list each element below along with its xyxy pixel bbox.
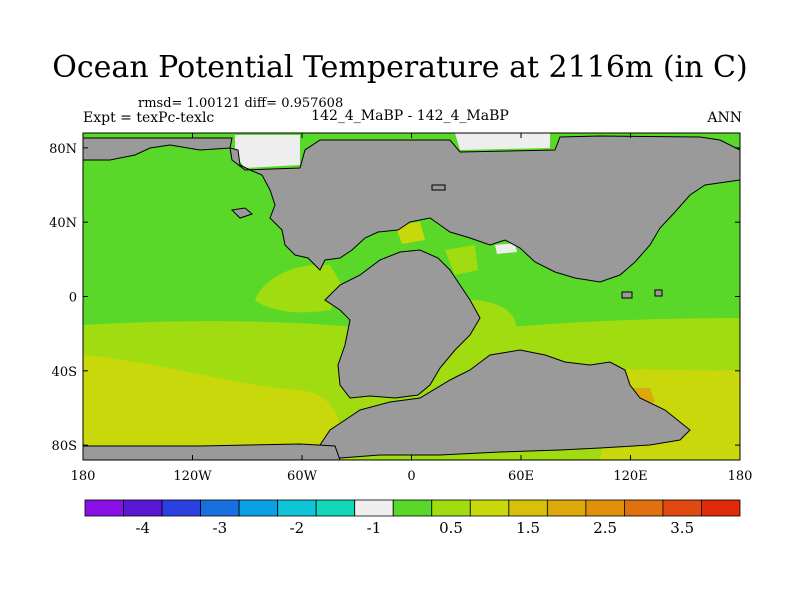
colorbar-label: 3.5 xyxy=(670,519,694,537)
colorbar-swatch xyxy=(315,499,356,517)
colorbar-label: -1 xyxy=(367,519,382,537)
arctic-white-patch-2 xyxy=(455,133,550,150)
y-tick-label: 40N xyxy=(49,216,77,231)
colorbar-label: -4 xyxy=(135,519,150,537)
colorbar-swatch xyxy=(662,499,702,517)
x-tick-label: 180 xyxy=(728,469,753,484)
colorbar-swatch xyxy=(123,499,163,517)
colorbar-swatch xyxy=(238,499,279,517)
land-africa-south-america xyxy=(324,249,481,399)
x-tick-label: 120E xyxy=(613,469,647,484)
x-axis: 180 120W 60W 0 60E 120E 180 xyxy=(71,133,753,484)
land-small-island-2 xyxy=(431,184,446,191)
map-field xyxy=(83,133,740,460)
colorbar-swatch xyxy=(392,499,433,517)
land-australia-antarctic xyxy=(319,349,691,459)
land-small-island-1 xyxy=(230,207,253,219)
colorbar-label: -2 xyxy=(290,519,305,537)
colorbar-swatch xyxy=(161,499,201,517)
colorbar-label: 2.5 xyxy=(593,519,617,537)
colorbar-swatch xyxy=(701,499,741,517)
colorbar-label: 1.5 xyxy=(516,519,540,537)
season-label: ANN xyxy=(707,110,742,126)
case-label: 142_4_MaBP - 142_4_MaBP xyxy=(311,108,509,124)
land-south-strip xyxy=(83,443,341,460)
colorbar-swatch xyxy=(546,499,587,517)
orange-hotspot xyxy=(632,388,655,406)
atlantic-yellowgreen-patch xyxy=(255,264,345,313)
colorbar-swatch xyxy=(200,499,240,517)
colorbar-swatch xyxy=(624,499,664,517)
x-tick-label: 120W xyxy=(173,469,212,484)
land-small-island-3 xyxy=(654,289,663,297)
colorbar-swatch xyxy=(508,499,548,517)
colorbar-swatch xyxy=(277,499,317,517)
land-small-island-4 xyxy=(621,291,633,299)
tethys-white-patch xyxy=(495,243,517,254)
colorbar-swatch xyxy=(84,499,124,517)
x-tick-label: 0 xyxy=(407,469,415,484)
colorbar: -4 -3 -2 -1 0.5 1.5 2.5 3.5 xyxy=(84,499,741,537)
colorbar-swatch xyxy=(431,499,471,517)
tethys-yellowgreen-patch xyxy=(445,245,478,275)
y-tick-label: 40S xyxy=(52,365,77,380)
x-tick-label: 60E xyxy=(508,469,534,484)
colorbar-swatch xyxy=(354,499,394,517)
indian-yellowgreen-patch xyxy=(470,300,516,337)
arctic-white-patch-1 xyxy=(235,135,300,168)
land-north-america-asia xyxy=(229,135,740,283)
chart-title: Ocean Potential Temperature at 2116m (in… xyxy=(52,50,748,85)
colorbar-label: -3 xyxy=(213,519,228,537)
southern-yellow-band xyxy=(83,355,342,460)
stats-text: rmsd= 1.00121 diff= 0.957608 xyxy=(138,96,344,111)
y-axis: 80N 40N 0 40S 80S xyxy=(49,142,740,454)
colorbar-swatch xyxy=(585,499,625,517)
x-tick-label: 180 xyxy=(71,469,96,484)
y-tick-label: 80S xyxy=(52,439,77,454)
y-tick-label: 0 xyxy=(69,291,77,306)
colorbar-swatch xyxy=(469,499,510,517)
experiment-label: Expt = texPc-texlc xyxy=(83,110,215,126)
y-tick-label: 80N xyxy=(49,142,77,157)
land-north-strip xyxy=(83,137,233,161)
x-tick-label: 60W xyxy=(287,469,318,484)
colorbar-label: 0.5 xyxy=(439,519,463,537)
